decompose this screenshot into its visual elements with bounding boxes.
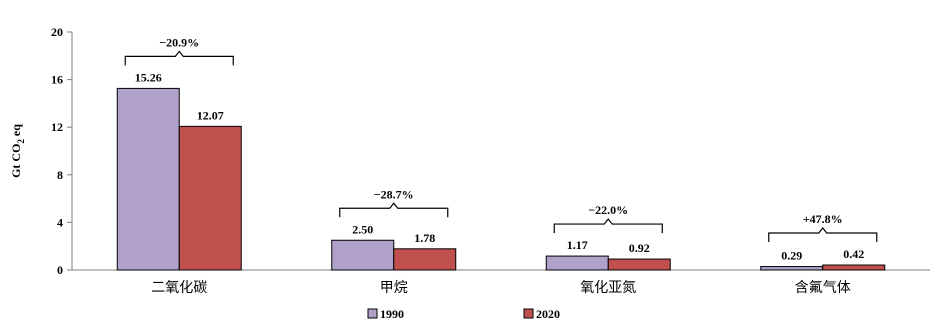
change-bracket bbox=[339, 202, 449, 218]
x-tick-label: 甲烷 bbox=[380, 280, 408, 296]
change-label: −20.9% bbox=[159, 35, 199, 49]
data-label: 0.92 bbox=[629, 241, 650, 255]
bar-2020 bbox=[607, 258, 671, 271]
legend: 1990 2020 bbox=[367, 307, 560, 321]
bars: 15.26 12.07 2.50 1.78 1.17 0.92 0.29 0.42 bbox=[116, 70, 886, 271]
change-bracket bbox=[768, 227, 878, 243]
data-label: 12.07 bbox=[197, 108, 224, 122]
x-tick-label: 氧化亚氮 bbox=[580, 280, 636, 296]
bar-2020 bbox=[178, 125, 242, 271]
bar-1990 bbox=[760, 266, 824, 271]
y-tick-label: 12 bbox=[51, 120, 63, 134]
data-label: 1.17 bbox=[567, 238, 588, 252]
legend-swatch-1990 bbox=[367, 308, 378, 319]
y-tick-label: 20 bbox=[51, 25, 63, 39]
legend-swatch-2020 bbox=[523, 308, 534, 319]
change-label: −28.7% bbox=[374, 187, 414, 201]
bar-1990 bbox=[331, 239, 395, 271]
y-axis-title: Gt CO2 eq bbox=[9, 124, 26, 178]
y-tick-label: 16 bbox=[51, 73, 63, 87]
bar-2020 bbox=[822, 264, 886, 271]
y-tick-label: 4 bbox=[57, 215, 63, 229]
change-label: +47.8% bbox=[803, 212, 843, 226]
legend-label-2020: 2020 bbox=[536, 307, 560, 321]
data-label: 0.42 bbox=[843, 247, 864, 261]
bar-1990 bbox=[116, 87, 180, 271]
data-label: 0.29 bbox=[781, 249, 802, 263]
legend-label-1990: 1990 bbox=[380, 307, 404, 321]
change-label: −22.0% bbox=[588, 203, 628, 217]
y-tick-label: 8 bbox=[57, 168, 63, 182]
change-bracket bbox=[124, 50, 234, 66]
data-label: 15.26 bbox=[135, 70, 162, 84]
x-tick-label: 含氟气体 bbox=[795, 280, 851, 296]
data-label: 1.78 bbox=[414, 231, 435, 245]
bar-2020 bbox=[393, 248, 457, 271]
data-label: 2.50 bbox=[352, 222, 373, 236]
x-tick-label: 二氧化碳 bbox=[151, 280, 207, 296]
change-bracket bbox=[553, 218, 663, 234]
y-tick-label: 0 bbox=[57, 263, 63, 277]
change-brackets: −20.9% −28.7% −22.0% +47.8% bbox=[124, 35, 878, 243]
bar-1990 bbox=[545, 255, 609, 271]
